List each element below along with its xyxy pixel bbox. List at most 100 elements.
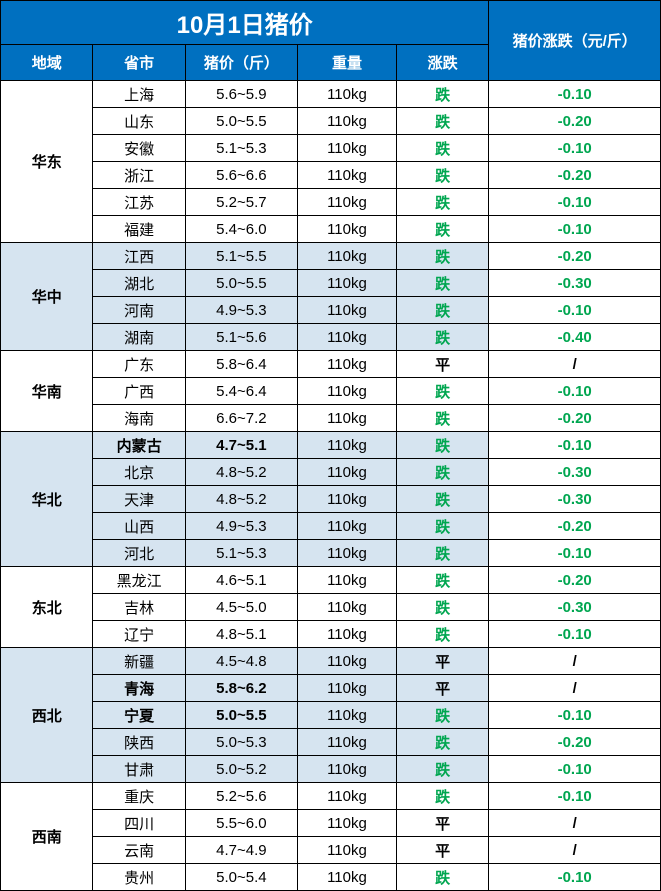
province-cell: 江苏 bbox=[93, 189, 185, 216]
weight-cell: 110kg bbox=[297, 621, 396, 648]
price-cell: 4.6~5.1 bbox=[185, 567, 297, 594]
trend-cell: 跌 bbox=[396, 756, 488, 783]
table-row: 宁夏5.0~5.5110kg跌-0.10 bbox=[1, 702, 661, 729]
trend-cell: 跌 bbox=[396, 486, 488, 513]
weight-cell: 110kg bbox=[297, 351, 396, 378]
province-cell: 云南 bbox=[93, 837, 185, 864]
trend-cell: 跌 bbox=[396, 513, 488, 540]
trend-cell: 跌 bbox=[396, 621, 488, 648]
province-cell: 黑龙江 bbox=[93, 567, 185, 594]
price-cell: 4.8~5.2 bbox=[185, 459, 297, 486]
region-cell: 西南 bbox=[1, 783, 93, 891]
table-row: 河北5.1~5.3110kg跌-0.10 bbox=[1, 540, 661, 567]
header-change: 猪价涨跌（元/斤） bbox=[489, 1, 661, 81]
price-cell: 5.2~5.6 bbox=[185, 783, 297, 810]
weight-cell: 110kg bbox=[297, 162, 396, 189]
weight-cell: 110kg bbox=[297, 729, 396, 756]
table-row: 华南广东5.8~6.4110kg平/ bbox=[1, 351, 661, 378]
trend-cell: 跌 bbox=[396, 135, 488, 162]
change-cell: / bbox=[489, 837, 661, 864]
province-cell: 内蒙古 bbox=[93, 432, 185, 459]
province-cell: 吉林 bbox=[93, 594, 185, 621]
table-row: 陕西5.0~5.3110kg跌-0.20 bbox=[1, 729, 661, 756]
weight-cell: 110kg bbox=[297, 459, 396, 486]
change-cell: -0.10 bbox=[489, 216, 661, 243]
price-cell: 5.8~6.2 bbox=[185, 675, 297, 702]
price-cell: 4.9~5.3 bbox=[185, 297, 297, 324]
price-cell: 4.8~5.1 bbox=[185, 621, 297, 648]
province-cell: 山西 bbox=[93, 513, 185, 540]
price-cell: 5.1~5.3 bbox=[185, 135, 297, 162]
trend-cell: 跌 bbox=[396, 405, 488, 432]
price-cell: 5.0~5.5 bbox=[185, 108, 297, 135]
price-cell: 4.7~5.1 bbox=[185, 432, 297, 459]
change-cell: / bbox=[489, 648, 661, 675]
trend-cell: 平 bbox=[396, 810, 488, 837]
change-cell: -0.10 bbox=[489, 621, 661, 648]
price-cell: 5.0~5.5 bbox=[185, 702, 297, 729]
table-row: 湖北5.0~5.5110kg跌-0.30 bbox=[1, 270, 661, 297]
weight-cell: 110kg bbox=[297, 648, 396, 675]
pork-price-table: 10月1日猪价猪价涨跌（元/斤）地域省市猪价（斤）重量涨跌华东上海5.6~5.9… bbox=[0, 0, 661, 891]
table-row: 西北新疆4.5~4.8110kg平/ bbox=[1, 648, 661, 675]
table-row: 东北黑龙江4.6~5.1110kg跌-0.20 bbox=[1, 567, 661, 594]
province-cell: 甘肃 bbox=[93, 756, 185, 783]
trend-cell: 跌 bbox=[396, 567, 488, 594]
table-row: 辽宁4.8~5.1110kg跌-0.10 bbox=[1, 621, 661, 648]
table-row: 福建5.4~6.0110kg跌-0.10 bbox=[1, 216, 661, 243]
price-cell: 5.6~5.9 bbox=[185, 81, 297, 108]
price-cell: 4.7~4.9 bbox=[185, 837, 297, 864]
weight-cell: 110kg bbox=[297, 81, 396, 108]
table-row: 华中江西5.1~5.5110kg跌-0.20 bbox=[1, 243, 661, 270]
table-row: 山西4.9~5.3110kg跌-0.20 bbox=[1, 513, 661, 540]
price-cell: 5.1~5.6 bbox=[185, 324, 297, 351]
change-cell: -0.30 bbox=[489, 594, 661, 621]
change-cell: -0.10 bbox=[489, 189, 661, 216]
table-row: 安徽5.1~5.3110kg跌-0.10 bbox=[1, 135, 661, 162]
trend-cell: 跌 bbox=[396, 162, 488, 189]
weight-cell: 110kg bbox=[297, 594, 396, 621]
weight-cell: 110kg bbox=[297, 513, 396, 540]
table-row: 山东5.0~5.5110kg跌-0.20 bbox=[1, 108, 661, 135]
weight-cell: 110kg bbox=[297, 324, 396, 351]
weight-cell: 110kg bbox=[297, 378, 396, 405]
price-cell: 4.9~5.3 bbox=[185, 513, 297, 540]
table-row: 西南重庆5.2~5.6110kg跌-0.10 bbox=[1, 783, 661, 810]
weight-cell: 110kg bbox=[297, 135, 396, 162]
province-cell: 陕西 bbox=[93, 729, 185, 756]
region-cell: 华北 bbox=[1, 432, 93, 567]
change-cell: -0.30 bbox=[489, 459, 661, 486]
table-row: 河南4.9~5.3110kg跌-0.10 bbox=[1, 297, 661, 324]
change-cell: -0.10 bbox=[489, 81, 661, 108]
weight-cell: 110kg bbox=[297, 297, 396, 324]
price-cell: 5.0~5.4 bbox=[185, 864, 297, 891]
change-cell: -0.20 bbox=[489, 162, 661, 189]
trend-cell: 跌 bbox=[396, 108, 488, 135]
trend-cell: 跌 bbox=[396, 243, 488, 270]
province-cell: 湖南 bbox=[93, 324, 185, 351]
trend-cell: 跌 bbox=[396, 270, 488, 297]
change-cell: / bbox=[489, 675, 661, 702]
price-cell: 5.4~6.4 bbox=[185, 378, 297, 405]
price-cell: 5.0~5.3 bbox=[185, 729, 297, 756]
change-cell: -0.10 bbox=[489, 540, 661, 567]
province-cell: 海南 bbox=[93, 405, 185, 432]
province-cell: 河南 bbox=[93, 297, 185, 324]
weight-cell: 110kg bbox=[297, 216, 396, 243]
weight-cell: 110kg bbox=[297, 243, 396, 270]
province-cell: 重庆 bbox=[93, 783, 185, 810]
table-row: 青海5.8~6.2110kg平/ bbox=[1, 675, 661, 702]
weight-cell: 110kg bbox=[297, 270, 396, 297]
trend-cell: 跌 bbox=[396, 594, 488, 621]
price-cell: 6.6~7.2 bbox=[185, 405, 297, 432]
table-row: 北京4.8~5.2110kg跌-0.30 bbox=[1, 459, 661, 486]
price-cell: 5.1~5.3 bbox=[185, 540, 297, 567]
price-cell: 5.0~5.5 bbox=[185, 270, 297, 297]
weight-cell: 110kg bbox=[297, 540, 396, 567]
trend-cell: 跌 bbox=[396, 216, 488, 243]
table-row: 四川5.5~6.0110kg平/ bbox=[1, 810, 661, 837]
weight-cell: 110kg bbox=[297, 405, 396, 432]
trend-cell: 跌 bbox=[396, 783, 488, 810]
price-cell: 5.6~6.6 bbox=[185, 162, 297, 189]
weight-cell: 110kg bbox=[297, 189, 396, 216]
